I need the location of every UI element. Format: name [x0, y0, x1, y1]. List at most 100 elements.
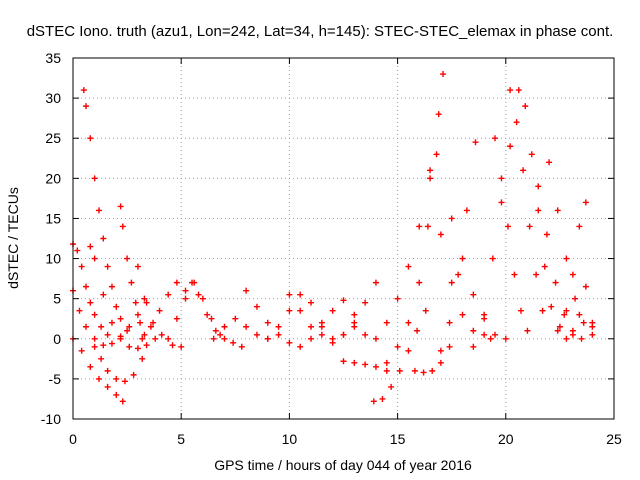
data-point [264, 319, 271, 326]
data-point [370, 398, 377, 405]
x-tick-label: 0 [69, 431, 77, 447]
data-point [87, 299, 94, 306]
data-point [394, 295, 401, 302]
data-series [70, 241, 111, 338]
data-point [108, 319, 115, 326]
data-point [416, 279, 423, 286]
data-point [204, 311, 211, 318]
data-point [576, 311, 583, 318]
data-point [446, 343, 453, 350]
data-point [351, 359, 358, 366]
data-point [221, 335, 228, 342]
data-point [104, 383, 111, 390]
data-point [563, 335, 570, 342]
data-point [78, 347, 85, 354]
data-points [70, 71, 596, 405]
data-point [517, 307, 524, 314]
data-point [440, 71, 447, 78]
data-point [422, 307, 429, 314]
data-point [253, 331, 260, 338]
data-point [308, 299, 315, 306]
data-point [502, 335, 509, 342]
data-point [498, 199, 505, 206]
data-series [91, 343, 146, 385]
data-point [427, 175, 434, 182]
data-point [552, 279, 559, 286]
data-series [80, 87, 131, 334]
data-point [117, 315, 124, 322]
data-point [297, 343, 304, 350]
data-point [383, 359, 390, 366]
y-tick-label: 20 [45, 170, 61, 186]
data-series [117, 203, 148, 338]
data-point [379, 395, 386, 402]
data-point [119, 223, 126, 230]
data-point [405, 347, 412, 354]
data-series [134, 263, 185, 350]
data-series [427, 175, 494, 342]
data-point [563, 255, 570, 262]
data-point [199, 295, 206, 302]
data-point [113, 303, 120, 310]
data-point [372, 335, 379, 342]
data-point [208, 315, 215, 322]
data-series [491, 135, 531, 334]
data-point [87, 135, 94, 142]
data-point [437, 231, 444, 238]
data-point [117, 203, 124, 210]
data-point [108, 340, 115, 347]
data-point [420, 369, 427, 376]
data-point [318, 323, 325, 330]
data-point [524, 327, 531, 334]
data-point [498, 175, 505, 182]
data-point [362, 331, 369, 338]
data-point [91, 175, 98, 182]
data-point [427, 167, 434, 174]
data-point [448, 279, 455, 286]
data-point [589, 331, 596, 338]
data-point [308, 323, 315, 330]
data-point [383, 367, 390, 374]
data-series [165, 279, 224, 342]
data-point [394, 343, 401, 350]
data-point [429, 367, 436, 374]
x-tick-label: 10 [282, 431, 298, 447]
data-point [515, 87, 522, 94]
data-point [212, 327, 219, 334]
data-point [173, 315, 180, 322]
data-point [91, 311, 98, 318]
data-point [100, 291, 107, 298]
data-point [126, 323, 133, 330]
data-point [507, 143, 514, 150]
data-point [74, 247, 81, 254]
data-series [448, 215, 509, 342]
data-point [100, 235, 107, 242]
data-point [134, 345, 141, 352]
data-point [351, 319, 358, 326]
data-point [165, 291, 172, 298]
data-point [124, 255, 131, 262]
data-point [95, 375, 102, 382]
data-point [470, 343, 477, 350]
data-point [150, 319, 157, 326]
data-point [139, 335, 146, 342]
data-point [264, 335, 271, 342]
data-point [76, 307, 83, 314]
data-series [243, 287, 304, 350]
x-tick-label: 20 [498, 431, 514, 447]
data-series [372, 111, 442, 342]
data-point [165, 335, 172, 342]
data-point [217, 331, 224, 338]
data-point [91, 255, 98, 262]
data-point [134, 311, 141, 318]
data-point [119, 398, 126, 405]
data-point [286, 307, 293, 314]
data-point [121, 378, 128, 385]
data-point [275, 323, 282, 330]
data-series [546, 159, 596, 330]
data-point [82, 283, 89, 290]
data-point [459, 255, 466, 262]
y-tick-label: -10 [41, 411, 61, 427]
data-point [143, 342, 150, 349]
